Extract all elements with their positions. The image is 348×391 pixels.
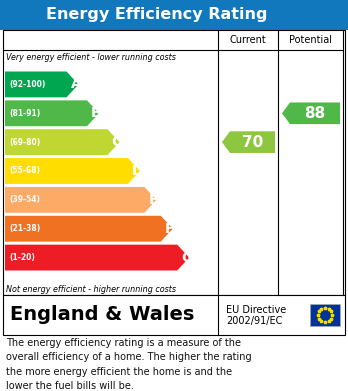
Text: E: E: [148, 193, 158, 207]
Polygon shape: [5, 158, 140, 184]
Polygon shape: [5, 129, 119, 155]
Text: EU Directive: EU Directive: [226, 305, 286, 315]
Text: Potential: Potential: [289, 35, 332, 45]
Text: (21-38): (21-38): [9, 224, 40, 233]
Text: 70: 70: [242, 135, 263, 150]
Bar: [0, 0, 348, 30]
Text: D: D: [132, 164, 143, 178]
Text: Very energy efficient - lower running costs: Very energy efficient - lower running co…: [6, 54, 176, 63]
Polygon shape: [5, 72, 79, 97]
Text: (55-68): (55-68): [9, 167, 40, 176]
Bar: [3, 295, 345, 335]
Text: Not energy efficient - higher running costs: Not energy efficient - higher running co…: [6, 285, 176, 294]
Text: (69-80): (69-80): [9, 138, 40, 147]
Polygon shape: [222, 131, 275, 153]
Text: Current: Current: [230, 35, 266, 45]
Text: B: B: [91, 106, 102, 120]
Bar: [310, 304, 340, 326]
Polygon shape: [5, 100, 99, 126]
Text: A: A: [71, 77, 81, 91]
Bar: [3, 30, 345, 295]
Polygon shape: [5, 216, 173, 242]
Text: 2002/91/EC: 2002/91/EC: [226, 316, 282, 326]
Text: (1-20): (1-20): [9, 253, 35, 262]
Polygon shape: [282, 102, 340, 124]
Text: (92-100): (92-100): [9, 80, 45, 89]
Text: (81-91): (81-91): [9, 109, 40, 118]
Text: 88: 88: [304, 106, 326, 121]
Polygon shape: [5, 245, 189, 271]
Text: C: C: [111, 135, 122, 149]
Text: Energy Efficiency Rating: Energy Efficiency Rating: [46, 7, 267, 23]
Text: England & Wales: England & Wales: [10, 305, 195, 325]
Text: The energy efficiency rating is a measure of the
overall efficiency of a home. T: The energy efficiency rating is a measur…: [6, 338, 252, 391]
Text: G: G: [181, 251, 192, 265]
Polygon shape: [5, 187, 156, 213]
Text: F: F: [165, 222, 174, 236]
Text: (39-54): (39-54): [9, 196, 40, 204]
